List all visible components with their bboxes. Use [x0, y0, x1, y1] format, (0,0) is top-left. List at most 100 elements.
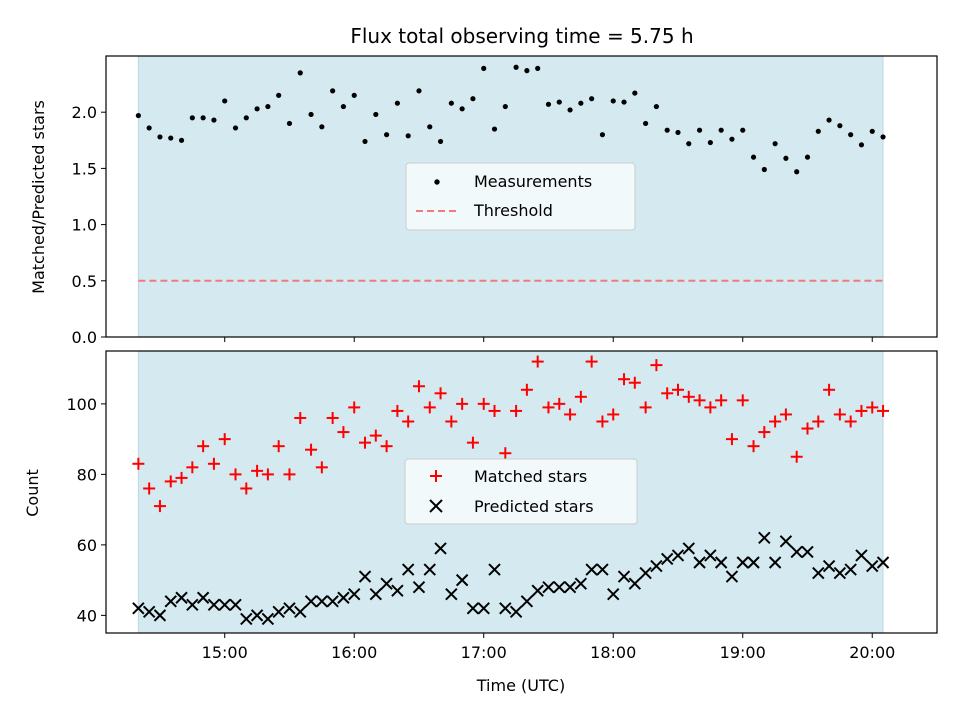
measurement-point [826, 117, 832, 123]
matched-star-point [348, 401, 361, 414]
matched-star-point [207, 457, 220, 470]
measurement-point [524, 68, 530, 74]
matched-star-point [445, 415, 458, 428]
predicted-star-point [758, 531, 771, 545]
measurement-point [599, 132, 606, 138]
matched-star-point [833, 408, 846, 421]
measurement-point [383, 132, 390, 138]
measurement-point [794, 169, 800, 175]
measurement-point [513, 64, 519, 70]
bottom-x-tick-label: 19:00 [720, 643, 766, 662]
matched-star-point [618, 373, 631, 386]
matched-star-point [531, 355, 544, 368]
measurement-point [286, 120, 293, 127]
matched-star-point [866, 401, 879, 414]
measurement-point [491, 126, 498, 132]
matched-star-point [305, 443, 318, 456]
measurement-points [135, 64, 886, 175]
matched-star-point [391, 404, 404, 417]
matched-star-point [823, 383, 836, 396]
measurement-point [308, 111, 314, 118]
measurement-point [373, 111, 379, 118]
matched-star-point [736, 394, 749, 407]
measurement-point [340, 103, 347, 110]
matched-star-point [715, 394, 728, 407]
matched-star-point [326, 411, 339, 424]
predicted-star-point [876, 556, 890, 569]
measurement-point [211, 117, 217, 123]
predicted-star-point [218, 598, 231, 612]
top-y-ticks: 0.0 0.5 1.0 1.5 2.0 [72, 103, 106, 347]
matched-star-point [380, 440, 393, 453]
bottom-y-tick-label: 100 [66, 395, 97, 414]
measurement-point [664, 127, 670, 133]
matched-star-point [855, 404, 868, 417]
predicted-star-point [660, 552, 674, 566]
measurement-point [168, 135, 174, 141]
legend-label-threshold: Threshold [473, 201, 553, 220]
matched-star-point [434, 387, 447, 400]
measurement-point [653, 103, 660, 110]
matched-star-point [758, 426, 771, 439]
bottom-x-tick-label: 18:00 [590, 643, 636, 662]
measurement-point [157, 134, 163, 140]
measurement-point [858, 142, 865, 148]
predicted-star-point [639, 566, 652, 580]
predicted-star-point [768, 556, 782, 569]
measurement-point [254, 106, 260, 112]
measurement-point [621, 99, 627, 105]
matched-star-point [585, 355, 598, 368]
top-y-tick-label: 1.5 [72, 159, 97, 178]
predicted-star-point [445, 588, 458, 601]
matched-star-point [261, 468, 274, 481]
measurement-point [319, 124, 325, 130]
measurement-point [610, 98, 616, 104]
predicted-star-point [207, 598, 221, 612]
matched-star-point [877, 404, 890, 417]
predicted-star-point [250, 609, 264, 622]
bottom-axes-frame [105, 350, 938, 634]
measurement-point [578, 100, 584, 106]
predicted-star-point [315, 595, 329, 608]
matched-star-point [153, 500, 166, 513]
measurement-point [589, 96, 595, 102]
predicted-star-point [434, 542, 447, 555]
measurement-point [848, 132, 854, 138]
predicted-star-point [855, 549, 868, 562]
top-y-tick-label: 1.0 [72, 216, 97, 235]
matched-star-point [175, 471, 188, 484]
predicted-star-point [671, 549, 685, 562]
predicted-star-point [866, 559, 879, 573]
measurement-point [556, 99, 562, 105]
matched-star-point [812, 415, 825, 428]
predicted-star-point [164, 595, 177, 608]
predicted-star-point [337, 591, 350, 604]
bottom-y-tick-label: 40 [77, 606, 97, 625]
bottom-legend-box [404, 458, 638, 525]
predicted-star-point [261, 612, 275, 626]
matched-star-point [499, 447, 512, 460]
predicted-star-point [682, 542, 695, 555]
legend-label-matched: Matched stars [474, 467, 587, 486]
predicted-star-point [585, 563, 598, 576]
legend-marker-matched [430, 470, 442, 482]
matched-star-point [456, 397, 469, 410]
matched-star-point [272, 440, 285, 453]
predicted-star-point [833, 566, 847, 580]
predicted-star-point [283, 602, 296, 615]
matched-star-point [337, 426, 350, 439]
bottom-y-tick-label: 80 [77, 465, 97, 484]
predicted-star-point [272, 605, 285, 619]
measurement-point [502, 103, 508, 110]
x-axis-label: Time (UTC) [476, 676, 565, 695]
measurement-point [632, 90, 638, 96]
matched-star-point [682, 390, 695, 403]
matched-star-point [639, 401, 652, 414]
measurement-point [362, 138, 368, 145]
predicted-star-point [142, 605, 156, 619]
predicted-star-point [304, 595, 318, 608]
matched-star-point [283, 468, 296, 481]
measurement-point [427, 124, 433, 130]
measurement-point [437, 138, 444, 145]
predicted-star-point [153, 609, 167, 622]
